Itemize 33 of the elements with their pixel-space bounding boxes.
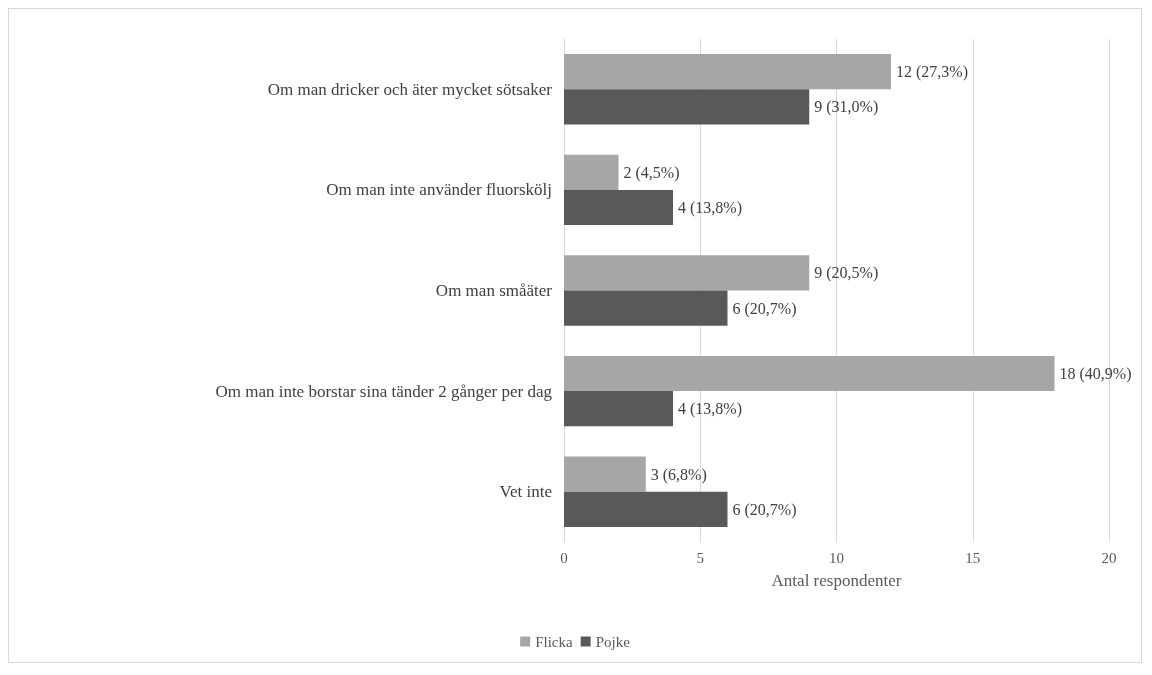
data-label: 9 (31,0%) <box>814 98 879 117</box>
bar <box>564 355 1055 392</box>
y-tick-label: Om man inte borstar sina tänder 2 gånger per dag <box>215 381 553 401</box>
bar <box>564 154 619 190</box>
bar <box>564 456 646 492</box>
x-tick-label: 10 <box>829 549 844 566</box>
bar <box>564 491 728 527</box>
data-label: 6 (20,7%) <box>732 299 797 318</box>
data-label: 9 (20,5%) <box>814 264 879 283</box>
x-axis-title: Antal respondenter <box>771 571 902 590</box>
legend-label: Pojke <box>595 633 631 650</box>
y-tick-label: Om man inte använder fluorskölj <box>326 180 552 200</box>
data-label: 4 (13,8%) <box>678 199 742 218</box>
data-label: 4 (13,8%) <box>678 400 742 419</box>
data-label: 18 (40,9%) <box>1059 364 1132 383</box>
bar <box>564 54 891 90</box>
bar <box>564 89 810 125</box>
data-label: 12 (27,3%) <box>896 63 968 82</box>
bar <box>564 255 810 291</box>
bar <box>564 391 673 427</box>
x-tick-label: 5 <box>696 549 704 566</box>
bar <box>564 290 728 326</box>
data-label: 3 (6,8%) <box>650 465 707 484</box>
bar <box>564 189 673 226</box>
data-label: 6 (20,7%) <box>732 500 797 519</box>
y-tick-label: Om man småäter <box>435 281 553 300</box>
x-tick-label: 20 <box>1101 549 1117 566</box>
y-tick-label: Om man dricker och äter mycket sötsaker <box>267 79 553 99</box>
y-tick-label: Vet inte <box>499 482 552 502</box>
x-tick-label: 15 <box>965 549 981 566</box>
legend-label: Flicka <box>535 633 573 650</box>
x-tick-label: 0 <box>560 549 568 566</box>
data-label: 2 (4,5%) <box>623 163 680 182</box>
